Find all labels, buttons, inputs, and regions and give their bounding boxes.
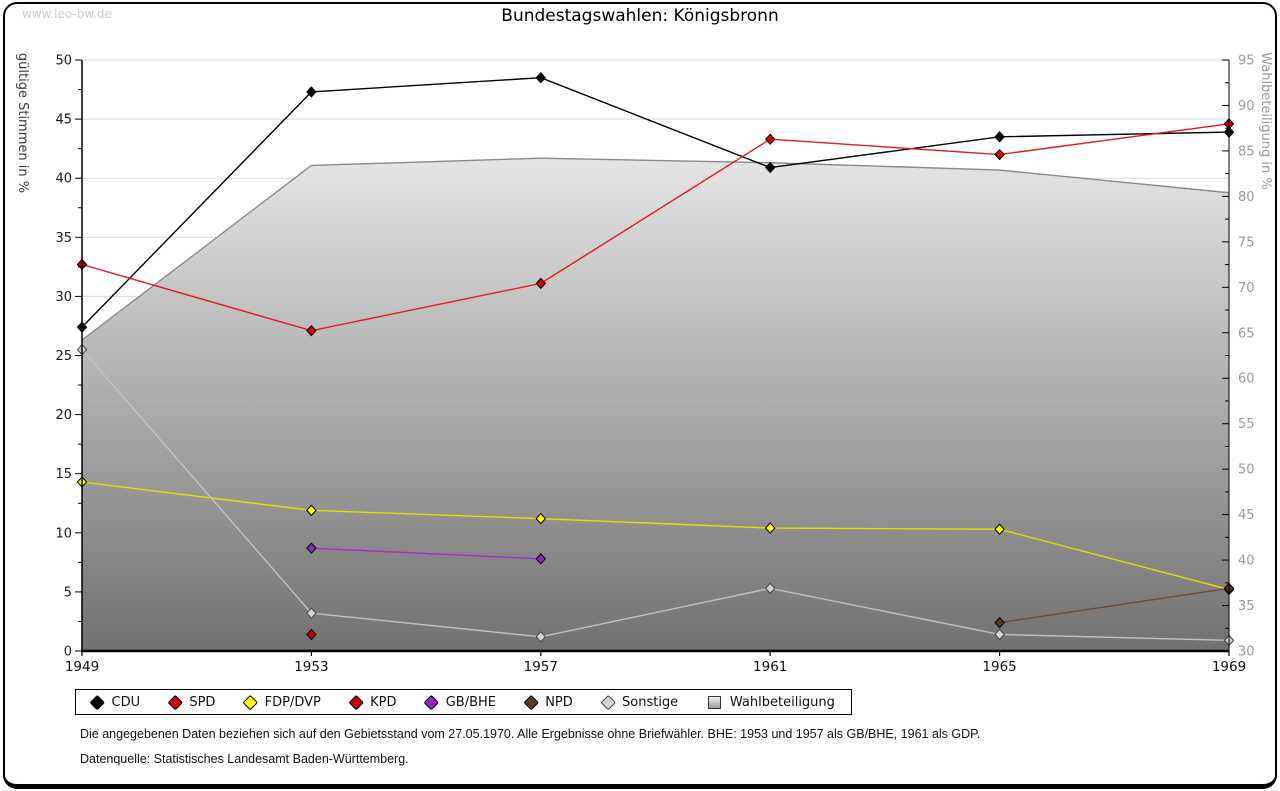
year-tick-label: 1961 [753,659,787,675]
year-tick-label: 1965 [982,659,1016,675]
right-tick-label: 35 [1238,599,1255,614]
right-tick-label: 45 [1238,508,1255,523]
year-tick-label: 1949 [65,659,99,675]
legend-label: NPD [545,694,573,710]
legend-label: GB/BHE [445,694,496,710]
legend-square-marker [707,695,721,709]
data-point-NPD [994,616,1005,629]
data-point-SPD [535,277,547,290]
data-point-SPD [994,148,1005,161]
right-tick-label: 60 [1238,372,1255,387]
x-axis: 1949 1953 1957 1961 1965 1969 [65,649,1246,675]
legend-item-GB-BHE: GB/BHE [424,694,496,710]
legend-label: KPD [370,694,397,710]
right-tick-label: 80 [1238,190,1255,205]
right-tick-label: 85 [1238,144,1255,159]
data-point-FDP/DVP [764,522,776,534]
data-point-SPD [764,133,776,145]
year-tick-label: 1969 [1212,659,1246,675]
data-point-SPD [306,324,317,337]
series-FDP-DVP [76,476,1235,596]
data-point-Sonstige [535,631,547,643]
legend-diamond-marker [89,694,105,710]
data-point-CDU [535,71,547,84]
legend-diamond-marker [600,694,616,710]
right-tick-label: 90 [1238,99,1255,114]
chart-legend: CDU SPD FDP/DVP KPD GB/BHE NPD Sonstige Wahlbet… [75,689,852,715]
left-tick-label: 15 [55,467,72,482]
left-tick-label: 25 [55,349,72,364]
left-axis: 0 5 10 15 20 25 30 35 40 45 50 gültige Stimmen in % [15,53,83,660]
legend-diamond-marker [167,694,183,710]
data-point-GB/BHE [535,553,547,565]
left-tick-label: 10 [55,526,72,541]
data-point-CDU [994,131,1005,143]
legend-diamond-marker [242,694,258,710]
legend-label: SPD [189,694,216,710]
left-tick-label: 0 [64,645,72,660]
data-point-KPD [306,628,317,641]
data-point-Sonstige [764,582,776,595]
year-tick-label: 1957 [524,659,558,675]
data-point-GB/BHE [306,542,317,554]
page-title: Bundestagswahlen: Königsbronn [501,6,779,26]
turnout-area [81,157,1230,651]
right-tick-label: 50 [1238,463,1255,478]
right-axis-title: Wahlbeteiligung in % [1258,52,1273,189]
legend-item-SPD: SPD [167,694,216,710]
legend-item-KPD: KPD [348,694,397,710]
legend-label: FDP/DVP [264,694,321,710]
legend-item-Sonstige: Sonstige [600,694,679,710]
legend-diamond-marker [348,694,364,710]
legend-label: Wahlbeteiligung [729,694,835,710]
legend-item-Wahlbeteiligung: Wahlbeteiligung [707,694,835,710]
legend-diamond-marker [523,694,539,710]
right-tick-label: 95 [1238,54,1255,69]
data-point-FDP/DVP [306,504,317,517]
right-tick-label: 65 [1238,326,1255,341]
legend-item-CDU: CDU [89,694,141,710]
right-axis: 30 35 40 45 50 55 60 65 70 75 80 85 90 95 Wahlbeteilig… [1222,52,1273,660]
right-tick-label: 40 [1238,554,1255,569]
series-GB-BHE [306,542,547,565]
right-tick-label: 30 [1238,645,1255,660]
right-tick-label: 75 [1238,235,1255,250]
legend-item-NPD: NPD [523,694,573,710]
data-point-Sonstige [994,628,1005,641]
data-point-Sonstige [306,607,317,619]
series-Sonstige [76,343,1235,647]
left-tick-label: 35 [55,231,72,246]
left-tick-label: 5 [64,585,72,600]
watermark-url: www.leo-bw.de [22,7,112,21]
left-tick-label: 40 [55,172,72,187]
left-tick-label: 45 [55,113,72,128]
footnote-geography: Die angegebenen Daten beziehen sich auf … [80,727,981,741]
legend-label: Sonstige [622,694,679,710]
data-point-FDP/DVP [994,523,1005,535]
series-CDU [76,71,1235,333]
legend-label: CDU [111,694,141,710]
left-tick-label: 20 [55,408,72,423]
data-point-FDP/DVP [535,512,547,525]
data-point-CDU [764,161,776,174]
right-tick-label: 55 [1238,417,1255,432]
left-tick-label: 30 [55,290,72,305]
election-line-chart: 0 5 10 15 20 25 30 35 40 45 50 gültige Stimmen in %… [15,52,1273,675]
year-tick-label: 1953 [294,659,328,675]
legend-diamond-marker [424,694,439,710]
footnote-datasource: Datenquelle: Statistisches Landesamt Bad… [80,752,409,766]
legend-item-FDP-DVP: FDP/DVP [242,694,321,710]
left-axis-title: gültige Stimmen in % [15,53,30,193]
left-tick-label: 50 [55,54,72,69]
data-point-CDU [306,86,317,98]
right-tick-label: 70 [1238,281,1255,296]
series-KPD [306,628,317,641]
